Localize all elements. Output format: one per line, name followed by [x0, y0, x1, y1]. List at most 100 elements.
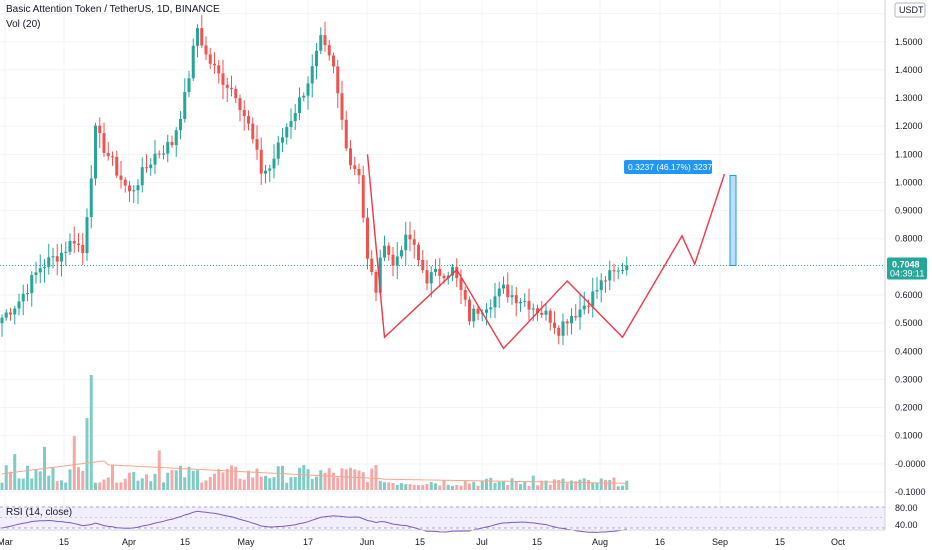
- volume-bar: [85, 418, 89, 490]
- candle: [357, 163, 361, 185]
- volume-bar: [200, 482, 204, 490]
- candle-body: [621, 270, 624, 272]
- time-tick-label: Sep: [712, 537, 728, 547]
- candle-body: [582, 305, 586, 310]
- candle: [89, 165, 93, 229]
- volume-ma-line: [1, 460, 627, 484]
- volume-bar: [285, 482, 289, 490]
- candle: [502, 276, 505, 294]
- candle-body: [17, 301, 21, 309]
- candle: [242, 100, 246, 131]
- candle: [553, 311, 556, 335]
- candle-body: [183, 92, 187, 119]
- volume-bar: [425, 483, 429, 490]
- volume-bar: [485, 478, 488, 490]
- candle-body: [340, 93, 344, 120]
- candle: [98, 117, 102, 148]
- volume-bar: [391, 483, 395, 490]
- currency-badge[interactable]: USDT: [894, 2, 926, 18]
- candle-body: [162, 153, 165, 155]
- candle-body: [544, 310, 548, 315]
- candle-body: [9, 312, 12, 315]
- candle: [400, 245, 403, 259]
- candle: [289, 108, 293, 139]
- volume-bar: [128, 472, 131, 490]
- candle-body: [247, 116, 250, 124]
- candle: [463, 286, 467, 307]
- candle: [157, 150, 161, 159]
- volume-bar: [298, 467, 301, 490]
- candle-body: [412, 239, 416, 245]
- candle: [200, 15, 204, 49]
- candle-body: [425, 270, 429, 284]
- time-tick-label: 16: [655, 537, 665, 547]
- candle: [544, 303, 548, 321]
- candle-body: [395, 256, 399, 266]
- candle-body: [123, 179, 127, 186]
- candle-body: [94, 125, 97, 179]
- volume-bar: [595, 482, 599, 490]
- candle: [234, 85, 238, 104]
- candle: [170, 135, 174, 148]
- candle-body: [238, 98, 242, 111]
- volume-bar: [446, 484, 450, 490]
- candle: [64, 241, 68, 266]
- candle-body: [242, 110, 246, 117]
- time-tick-label: 15: [59, 537, 69, 547]
- candle-body: [145, 167, 148, 169]
- volume-bar: [4, 465, 8, 490]
- volume-bar: [145, 474, 148, 490]
- candle-body: [548, 310, 552, 323]
- candle-body: [374, 271, 378, 293]
- candle-body: [310, 66, 314, 84]
- volume-bar: [531, 475, 535, 490]
- candle-body: [383, 245, 386, 258]
- zigzag-line: [366, 154, 726, 350]
- volume-bar: [230, 465, 233, 490]
- candle: [548, 308, 552, 331]
- volume-bar: [153, 473, 157, 490]
- volume-bar: [106, 477, 110, 490]
- time-axis[interactable]: Mar 15 Apr 15 May 17 Jun 15 Jul 15 Aug 16 Sep 15 Oct: [0, 529, 885, 547]
- candle-body: [451, 266, 454, 276]
- volume-bar: [468, 483, 471, 490]
- volume-bar: [621, 485, 624, 490]
- volume-bar: [38, 471, 42, 490]
- price-tick-label: 0.1000: [895, 431, 923, 441]
- candle: [264, 164, 267, 184]
- candle: [621, 263, 624, 274]
- candle-body: [115, 156, 119, 176]
- time-tick-label: 15: [180, 537, 190, 547]
- price-axis[interactable]: 1.60001.50001.40001.30001.20001.10001.00…: [884, 0, 926, 530]
- candle: [531, 303, 535, 322]
- candle: [497, 281, 501, 308]
- volume-bar: [519, 484, 522, 490]
- volume-bar: [315, 476, 318, 490]
- volume-bar: [434, 483, 437, 490]
- volume-bar: [340, 468, 344, 490]
- candle: [323, 21, 327, 52]
- volume-bar: [506, 485, 510, 490]
- candle: [438, 257, 442, 288]
- volume-bar: [47, 475, 51, 490]
- candle: [485, 303, 488, 326]
- candle: [574, 304, 578, 321]
- volume-bar: [196, 470, 199, 490]
- volume-bar: [94, 482, 97, 490]
- candle: [370, 250, 374, 276]
- volume-bar: [383, 482, 386, 490]
- candle: [251, 117, 255, 144]
- candle: [340, 80, 344, 130]
- time-tick-label: Jul: [476, 537, 488, 547]
- candle-body: [595, 290, 599, 292]
- candlestick-series: [0, 15, 629, 346]
- volume-bar: [591, 482, 595, 490]
- candle: [374, 269, 378, 302]
- volume-bar: [89, 375, 93, 490]
- currency-label: USDT: [899, 5, 924, 15]
- volume-label: Vol (20): [6, 19, 40, 30]
- volume-bar: [323, 472, 327, 490]
- rsi-band: [0, 507, 885, 528]
